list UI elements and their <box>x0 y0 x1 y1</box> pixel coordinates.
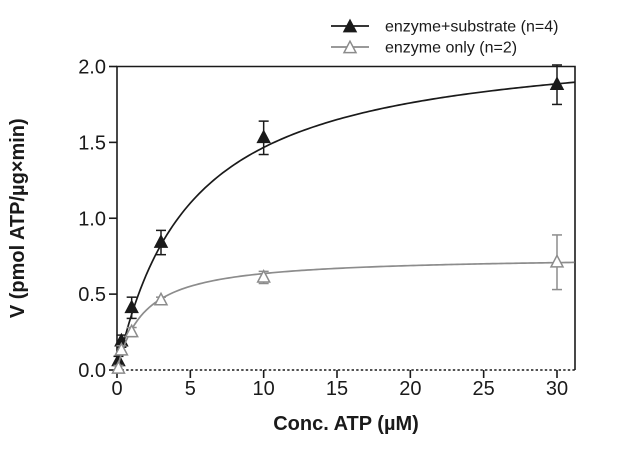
legend-label: enzyme only (n=2) <box>385 40 517 57</box>
x-tick-label: 5 <box>185 378 196 400</box>
open-triangle-marker <box>114 341 129 356</box>
x-tick-label: 0 <box>111 378 122 400</box>
open-triangle-marker <box>111 360 126 374</box>
legend-filled-triangle-icon <box>342 18 358 33</box>
fit-curve <box>116 81 575 371</box>
series-enzyme-only <box>111 234 575 374</box>
open-triangle-marker <box>549 253 565 268</box>
y-tick-label: 1.5 <box>78 132 106 154</box>
y-tick-label: 2.0 <box>78 57 106 79</box>
open-triangle-marker <box>124 323 139 338</box>
filled-triangle-marker <box>256 129 271 144</box>
open-triangle-marker <box>153 291 169 306</box>
legend-item: enzyme only (n=2) <box>331 40 517 57</box>
x-axis: 0 5 10 15 20 25 30 Conc. ATP (µM) <box>111 370 568 435</box>
y-axis-title: V (pmol ATP/µg×min) <box>7 118 29 318</box>
legend-item: enzyme+substrate (n=4) <box>331 19 558 36</box>
filled-triangle-marker <box>124 299 139 314</box>
x-tick-label: 20 <box>399 378 421 400</box>
plot-frame-solid-spines <box>116 65 576 370</box>
x-tick-label: 30 <box>546 378 568 400</box>
legend-label: enzyme+substrate (n=4) <box>385 19 558 36</box>
y-tick-label: 1.0 <box>78 208 106 230</box>
filled-triangle-marker <box>549 76 565 91</box>
x-axis-title: Conc. ATP (µM) <box>273 413 419 435</box>
x-tick-label: 15 <box>326 378 348 400</box>
series-enzyme-substrate <box>111 64 575 371</box>
filled-triangle-marker <box>153 234 169 248</box>
fit-curve <box>116 261 575 371</box>
y-tick-label: 0.5 <box>78 284 106 306</box>
plot-frame <box>116 65 576 371</box>
x-tick-label: 25 <box>473 378 495 400</box>
open-triangle-marker <box>256 269 271 283</box>
x-tick-label: 10 <box>253 378 275 400</box>
y-axis: 0.0 0.5 1.0 1.5 2.0 V (pmol ATP/µg×min) <box>7 57 117 382</box>
y-tick-label: 0.0 <box>78 360 106 382</box>
legend-open-triangle-icon <box>342 39 358 54</box>
legend: enzyme+substrate (n=4) enzyme only (n=2) <box>331 19 558 57</box>
